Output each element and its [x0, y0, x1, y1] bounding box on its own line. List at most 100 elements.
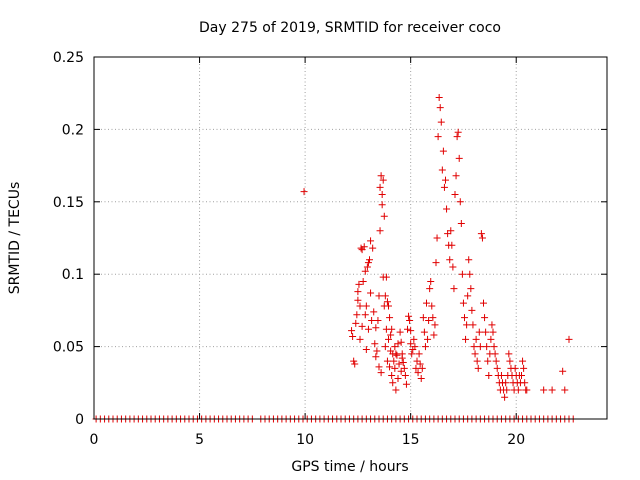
data-point	[397, 338, 405, 346]
data-point	[506, 357, 514, 365]
data-point	[383, 357, 391, 365]
data-point	[469, 321, 477, 329]
data-point	[406, 317, 414, 325]
data-point	[414, 369, 422, 377]
data-point	[380, 212, 388, 220]
data-point	[514, 386, 522, 394]
data-point	[477, 230, 485, 238]
y-tick-label: 0.05	[53, 340, 84, 356]
data-point	[471, 350, 479, 358]
data-point	[393, 351, 401, 359]
data-point	[487, 335, 495, 343]
data-point	[390, 357, 398, 365]
data-point	[490, 343, 498, 351]
data-point	[359, 277, 367, 285]
data-point	[435, 94, 443, 102]
data-point	[468, 306, 476, 314]
plot-frame	[93, 56, 608, 420]
data-point	[300, 188, 308, 196]
data-point	[436, 104, 444, 112]
data-point	[413, 357, 421, 365]
data-point	[481, 314, 489, 322]
y-axis-label: SRMTID / TECUs	[7, 182, 23, 295]
data-point	[398, 354, 406, 362]
data-point	[472, 335, 480, 343]
data-point	[456, 198, 464, 206]
data-point	[452, 172, 460, 180]
data-point	[449, 263, 457, 271]
data-point	[424, 335, 432, 343]
data-point	[419, 314, 427, 322]
data-point	[548, 386, 556, 394]
data-point	[461, 314, 468, 322]
data-point	[519, 357, 527, 365]
data-point	[366, 256, 373, 264]
data-point	[447, 227, 455, 235]
data-point	[417, 374, 425, 382]
data-point	[401, 372, 409, 380]
data-point	[484, 357, 492, 365]
data-point	[394, 374, 402, 382]
data-point	[357, 244, 365, 252]
data-point	[395, 360, 403, 368]
data-point	[392, 386, 400, 394]
data-point	[368, 317, 376, 325]
data-point	[385, 335, 392, 343]
data-point	[489, 328, 497, 336]
data-point	[369, 244, 377, 252]
data-point	[394, 340, 402, 348]
data-point	[402, 380, 410, 388]
data-point	[385, 302, 392, 310]
y-tick-label: 0.2	[62, 122, 84, 138]
data-point	[351, 360, 359, 368]
data-point	[450, 285, 458, 293]
data-point	[372, 324, 380, 332]
data-point	[400, 364, 408, 372]
data-point	[458, 270, 466, 278]
data-point	[354, 296, 362, 304]
data-point	[377, 369, 385, 377]
data-point	[427, 277, 435, 285]
data-point	[411, 343, 419, 351]
data-point	[387, 331, 395, 339]
data-point	[505, 350, 513, 358]
data-point	[364, 259, 372, 267]
data-point	[386, 363, 394, 371]
data-point	[459, 299, 467, 307]
data-point	[444, 230, 452, 238]
data-point	[437, 118, 445, 126]
data-point	[434, 133, 442, 141]
data-point	[391, 343, 399, 351]
data-point	[474, 364, 482, 372]
data-point	[483, 343, 491, 351]
data-point	[440, 183, 448, 191]
y-tick-label: 0.25	[53, 50, 84, 66]
x-axis-label: GPS time / hours	[291, 459, 408, 475]
data-point	[428, 302, 436, 310]
x-tick-label: 15	[402, 432, 420, 448]
data-point	[473, 357, 481, 365]
y-tick-label: 0.15	[53, 195, 84, 211]
data-point	[482, 328, 490, 336]
data-point	[349, 332, 357, 340]
data-point	[375, 292, 383, 300]
data-point	[379, 176, 387, 184]
data-point	[565, 335, 573, 343]
data-point	[432, 259, 440, 267]
data-point	[407, 327, 415, 335]
data-point	[431, 321, 439, 329]
data-point	[361, 311, 369, 319]
data-point	[426, 285, 434, 293]
data-point	[397, 367, 405, 375]
data-point	[373, 347, 381, 355]
data-point	[540, 386, 548, 394]
data-point	[418, 364, 426, 372]
data-point	[448, 241, 456, 249]
data-point	[488, 321, 496, 329]
data-point	[358, 322, 366, 330]
data-point	[454, 128, 462, 136]
data-point	[470, 343, 478, 351]
data-point	[391, 364, 399, 372]
data-point	[396, 328, 404, 336]
data-point	[399, 359, 407, 367]
